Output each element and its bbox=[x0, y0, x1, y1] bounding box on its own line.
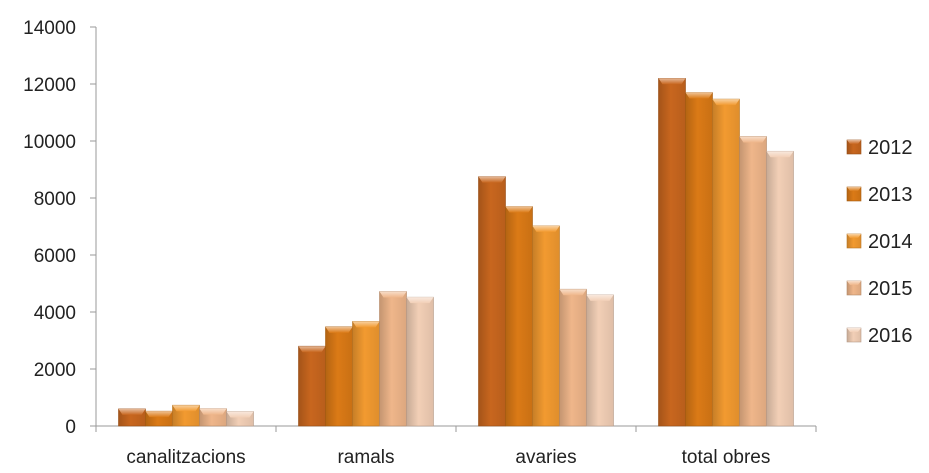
legend-item: 2013 bbox=[846, 184, 913, 206]
bar bbox=[685, 92, 713, 427]
legend-label: 2015 bbox=[868, 278, 913, 300]
bar-cap bbox=[766, 151, 794, 158]
bar bbox=[325, 326, 353, 427]
bar-cap bbox=[739, 136, 767, 143]
bar-cap bbox=[406, 297, 434, 304]
legend: 2012 2013 2014 2015 2016 bbox=[846, 137, 913, 347]
bar-2012-0 bbox=[118, 408, 146, 427]
y-tick-label: 12000 bbox=[23, 75, 76, 96]
legend-label: 2014 bbox=[868, 231, 913, 253]
bar-2016-1 bbox=[406, 296, 434, 427]
bar-cap bbox=[712, 99, 740, 106]
legend-item: 2015 bbox=[846, 278, 913, 300]
y-tick-label: 0 bbox=[65, 417, 76, 438]
bar-cap bbox=[379, 291, 407, 298]
bar-cap bbox=[145, 411, 173, 418]
legend-label: 2016 bbox=[868, 325, 913, 347]
x-axis: canalitzacions ramals avaries total obres bbox=[95, 425, 817, 468]
bar-2015-2 bbox=[559, 288, 587, 427]
bar-cap bbox=[685, 92, 713, 99]
bar-cap bbox=[118, 408, 146, 415]
bar-cap bbox=[172, 405, 200, 412]
bar bbox=[478, 176, 506, 427]
bar-2013-1 bbox=[325, 326, 353, 427]
bar-2012-3 bbox=[658, 78, 686, 427]
bar bbox=[532, 225, 560, 427]
bar-2014-3 bbox=[712, 98, 740, 427]
bar bbox=[766, 150, 794, 427]
legend-swatch-cap bbox=[847, 234, 861, 238]
x-tick-label: canalitzacions bbox=[126, 447, 245, 468]
y-tick-label: 10000 bbox=[23, 132, 76, 153]
bar-cap bbox=[559, 289, 587, 296]
bar-2016-0 bbox=[226, 411, 254, 427]
bar-cap bbox=[226, 411, 254, 418]
bar-2014-2 bbox=[532, 225, 560, 427]
legend-label: 2012 bbox=[868, 137, 913, 159]
bar-2013-0 bbox=[145, 410, 173, 427]
y-axis: 0 2000 4000 6000 8000 10000 12000 14000 bbox=[23, 18, 97, 438]
bar-cap bbox=[325, 326, 353, 333]
bar-2015-0 bbox=[199, 408, 227, 427]
bar bbox=[658, 78, 686, 427]
y-tick-label: 6000 bbox=[34, 246, 76, 267]
y-tick-label: 14000 bbox=[23, 18, 76, 39]
bar-cap bbox=[505, 206, 533, 213]
bar bbox=[505, 206, 533, 427]
y-tick-label: 4000 bbox=[34, 303, 76, 324]
bar bbox=[352, 321, 380, 427]
bar-2013-3 bbox=[685, 92, 713, 427]
legend-swatch-cap bbox=[847, 140, 861, 144]
bar bbox=[739, 136, 767, 427]
x-tick-label: ramals bbox=[337, 447, 394, 468]
y-tick-label: 8000 bbox=[34, 189, 76, 210]
bar-cap bbox=[199, 408, 227, 415]
bar-cap bbox=[532, 225, 560, 232]
bar-cap bbox=[478, 176, 506, 183]
bar-cap bbox=[298, 346, 326, 353]
legend-swatch-cap bbox=[847, 187, 861, 191]
bar-2013-2 bbox=[505, 206, 533, 427]
bar-2016-2 bbox=[586, 294, 614, 427]
legend-item: 2016 bbox=[846, 325, 913, 347]
bar-2015-3 bbox=[739, 136, 767, 427]
x-tick-label: total obres bbox=[682, 447, 771, 468]
bar-2012-1 bbox=[298, 345, 326, 427]
legend-item: 2012 bbox=[846, 137, 913, 159]
bar-cap bbox=[658, 78, 686, 85]
bar bbox=[712, 98, 740, 427]
bar-2015-1 bbox=[379, 291, 407, 427]
legend-swatch-cap bbox=[847, 281, 861, 285]
bar-cap bbox=[352, 321, 380, 328]
bar-cap bbox=[586, 294, 614, 301]
bar-2014-0 bbox=[172, 404, 200, 427]
x-tick-label: avaries bbox=[515, 447, 576, 468]
bar-2016-3 bbox=[766, 150, 794, 427]
bar-2012-2 bbox=[478, 176, 506, 427]
legend-item: 2014 bbox=[846, 231, 913, 253]
bar bbox=[298, 345, 326, 427]
bar-2014-1 bbox=[352, 321, 380, 427]
y-tick-label: 2000 bbox=[34, 360, 76, 381]
bar bbox=[406, 296, 434, 427]
bar bbox=[586, 294, 614, 427]
legend-label: 2013 bbox=[868, 184, 913, 206]
bar bbox=[559, 288, 587, 427]
legend-swatch-cap bbox=[847, 328, 861, 332]
bars bbox=[118, 78, 794, 427]
bar bbox=[379, 291, 407, 427]
